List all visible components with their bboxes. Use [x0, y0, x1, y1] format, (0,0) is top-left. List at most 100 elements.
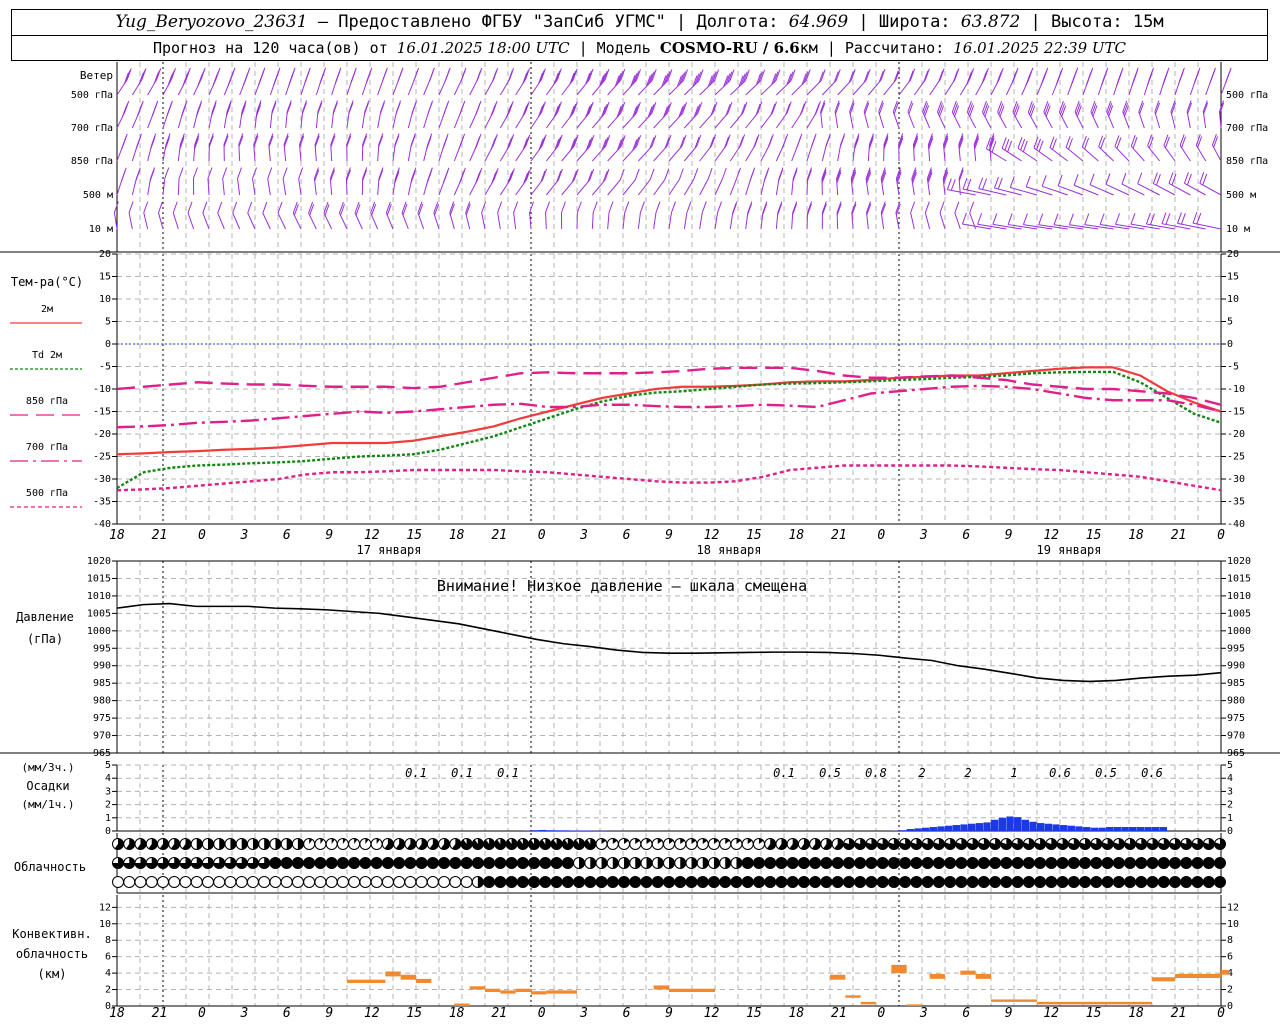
wind-barb-feather	[943, 135, 949, 147]
wind-barb-feather	[252, 167, 257, 179]
wind-barb-feather	[747, 201, 753, 213]
wind-barb	[1202, 100, 1209, 129]
wind-barb-shaft	[1163, 145, 1176, 162]
cloud-symbol	[831, 838, 844, 850]
wind-barb-feather	[742, 101, 748, 114]
y-tick-label-right: 0	[1227, 1001, 1233, 1012]
wind-barb-shaft	[484, 78, 495, 96]
wind-barb-feather	[1043, 101, 1049, 113]
hour-label: 21	[1171, 1006, 1187, 1021]
wind-barb-feather	[880, 68, 886, 81]
cloud-circle	[1045, 876, 1058, 888]
cloud-fill	[528, 838, 540, 850]
wind-barb-feather	[256, 102, 262, 115]
cloud-symbol	[258, 838, 271, 850]
wind-barb-feather	[1090, 100, 1096, 113]
wind-barb-feather	[569, 72, 575, 85]
wind-barb-feather	[299, 133, 304, 145]
cloud-fill	[236, 857, 248, 869]
wind-barb-shaft	[1073, 184, 1099, 196]
wind-barb-feather	[1084, 137, 1090, 150]
wind-barb-feather	[1108, 105, 1114, 117]
wind-barb-shaft	[298, 178, 302, 196]
wind-barb-feather	[286, 100, 292, 112]
wind-barb-feather	[212, 74, 218, 86]
legend-label-2: 850 гПа	[26, 396, 68, 407]
wind-barb-feather	[292, 201, 298, 214]
cloud-symbol	[854, 838, 867, 850]
cloud-symbol	[516, 876, 529, 888]
cloud-circle	[415, 857, 428, 869]
y-tick-label-left: 15	[99, 272, 111, 283]
wind-barb	[821, 201, 827, 230]
wind-barb-feather	[196, 105, 201, 117]
cloud-symbol	[123, 838, 136, 850]
wind-barb-feather	[892, 100, 898, 112]
cloud-fill	[725, 838, 730, 844]
cloud-symbol	[573, 838, 586, 850]
cloud-symbol	[764, 857, 777, 869]
wind-barb-feather	[978, 177, 984, 189]
wind-barb-feather	[298, 167, 304, 179]
cloud-symbol	[348, 857, 361, 869]
cloud-circle	[314, 876, 327, 888]
wind-barb-shaft	[622, 179, 636, 196]
cloud-symbol	[1045, 876, 1058, 888]
precip-bar	[1044, 823, 1053, 831]
wind-barb	[1122, 100, 1130, 129]
wind-barb-feather	[678, 106, 684, 118]
wind-barb-feather	[378, 169, 384, 181]
y-tick-label-right: 5	[1227, 317, 1233, 328]
temp-series-4	[116, 464, 1222, 492]
wind-barb-feather	[853, 137, 859, 150]
wind-barb-feather	[834, 100, 840, 112]
wind-barb	[417, 201, 425, 230]
cloud-circle	[764, 857, 777, 869]
wind-barb-feather	[208, 135, 214, 147]
wind-barb	[499, 101, 514, 129]
wind-barb-feather	[1186, 100, 1192, 112]
wind-barb-feather	[738, 75, 744, 87]
cloud-fill	[624, 857, 630, 869]
wind-title: Ветер	[80, 69, 113, 82]
wind-barb-feather	[553, 105, 559, 118]
cloud-fill	[1023, 838, 1035, 850]
cloud-symbol	[359, 857, 372, 869]
cloud-symbol	[1034, 857, 1047, 869]
wind-barb-feather	[314, 169, 320, 182]
cloud-fill	[736, 857, 742, 869]
y-tick-label-left: 1015	[87, 573, 111, 584]
wind-barb-feather	[1089, 173, 1095, 185]
cloud-symbol	[1011, 838, 1024, 850]
wind-barb-feather	[1045, 105, 1051, 117]
wind-barb	[530, 101, 546, 129]
hour-label: 0	[198, 1006, 206, 1021]
cloud-circle	[280, 876, 293, 888]
wind-barb-feather	[928, 135, 934, 147]
wind-barb-feather	[365, 72, 371, 84]
cloud-symbol	[932, 838, 945, 850]
y-tick-label-left: 20	[99, 249, 111, 260]
wind-barb-feather	[1121, 172, 1127, 185]
y-tick-label-left: 1000	[87, 626, 111, 637]
wind-barb-shaft	[791, 212, 794, 230]
wind-barb-shaft	[481, 212, 486, 230]
wind-barb-shaft	[898, 79, 912, 96]
wind-barb-feather	[1107, 103, 1113, 115]
wind-barb-feather	[386, 203, 392, 216]
cloud-circle	[348, 857, 361, 869]
cloud-symbol	[573, 857, 586, 869]
wind-barb-shaft	[622, 112, 637, 129]
cloud-circle	[1191, 857, 1204, 869]
cloud-fill	[1203, 838, 1215, 850]
wind-barb-feather	[194, 137, 199, 150]
wind-barb-feather	[1176, 212, 1182, 224]
wind-barb	[1128, 67, 1139, 96]
wind-barb-shaft	[530, 179, 543, 196]
wind-barb	[237, 167, 242, 196]
wind-barb-feather	[433, 201, 439, 213]
hour-label: 0	[877, 1006, 885, 1021]
wind-barb-feather	[540, 68, 546, 80]
conv-bar	[515, 988, 531, 993]
wind-barb	[1074, 100, 1084, 129]
